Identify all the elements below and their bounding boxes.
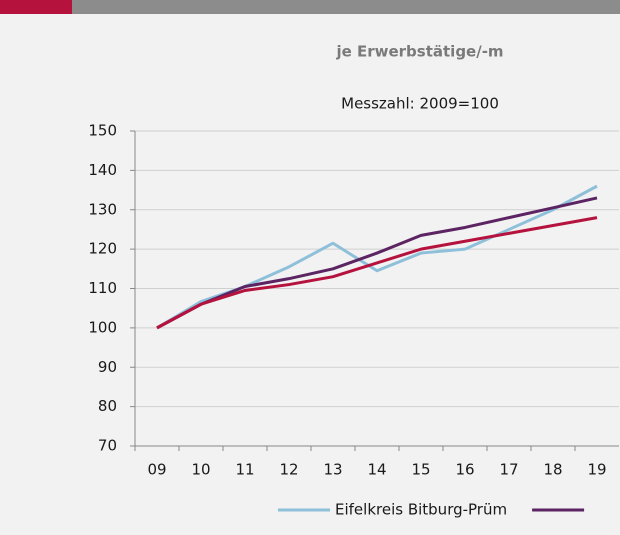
y-tick-label: 150 <box>88 122 117 140</box>
y-tick-label: 90 <box>98 358 117 376</box>
x-tick-label: 16 <box>455 461 474 479</box>
top-bar-accent <box>0 0 72 14</box>
x-tick-label: 14 <box>367 461 386 479</box>
x-tick-label: 12 <box>279 461 298 479</box>
series-line <box>156 196 598 330</box>
y-tick-label: 130 <box>88 200 117 218</box>
x-tick-label: 11 <box>235 461 254 479</box>
x-tick-label: 15 <box>411 461 430 479</box>
y-tick-label: 110 <box>88 279 117 297</box>
top-bar <box>0 0 620 14</box>
chart-title: je Erwerbstätige/-m <box>335 43 503 61</box>
x-tick-label: 17 <box>499 461 518 479</box>
y-tick-label: 80 <box>98 397 117 415</box>
x-tick-label: 19 <box>587 461 606 479</box>
series-line <box>156 216 598 330</box>
y-tick-label: 70 <box>98 437 117 455</box>
x-tick-label: 09 <box>147 461 166 479</box>
x-tick-label: 13 <box>323 461 342 479</box>
y-tick-label: 140 <box>88 161 117 179</box>
y-tick-label: 120 <box>88 240 117 258</box>
chart-subtitle: Messzahl: 2009=100 <box>341 95 499 113</box>
legend-label: Eifelkreis Bitburg-Prüm <box>335 501 507 519</box>
x-tick-label: 18 <box>543 461 562 479</box>
y-tick-label: 100 <box>88 318 117 336</box>
x-tick-label: 10 <box>191 461 210 479</box>
